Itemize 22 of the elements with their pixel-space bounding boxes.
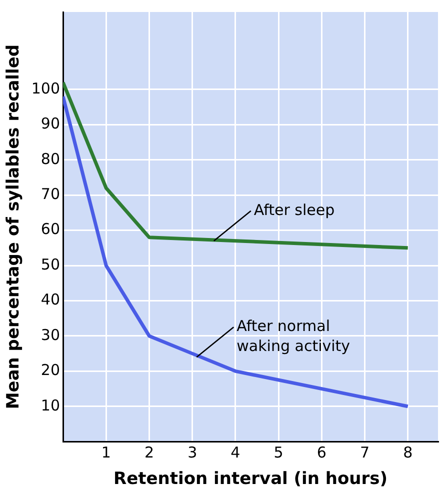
x-tick-label: 7: [360, 443, 370, 462]
y-tick-label: 80: [40, 150, 60, 168]
y-tick-label: 20: [40, 361, 60, 380]
y-tick-label: 10: [40, 396, 60, 414]
y-tick-label: 40: [40, 290, 60, 309]
y-tick-label: 90: [40, 114, 60, 133]
annotation: After sleep: [254, 200, 335, 219]
x-tick-label: 5: [274, 443, 284, 462]
y-tick-label: 70: [40, 185, 60, 203]
x-tick-label: 2: [144, 443, 154, 462]
x-tick-label: 4: [230, 443, 240, 462]
x-tick-label: 8: [403, 443, 413, 462]
y-tick-label: 50: [40, 255, 60, 274]
y-tick-label: 100: [31, 79, 60, 98]
x-axis-title: Retention interval (in hours): [113, 469, 388, 490]
x-tick-label: 6: [316, 443, 326, 462]
x-tick-label: 1: [101, 443, 111, 462]
y-tick-label: 30: [40, 326, 60, 344]
x-tick-label: 3: [188, 443, 198, 462]
y-axis-title: Mean percentage of syllables recalled: [4, 44, 24, 410]
annotation: After normal waking activity: [236, 316, 350, 355]
y-tick-label: 60: [40, 220, 60, 238]
